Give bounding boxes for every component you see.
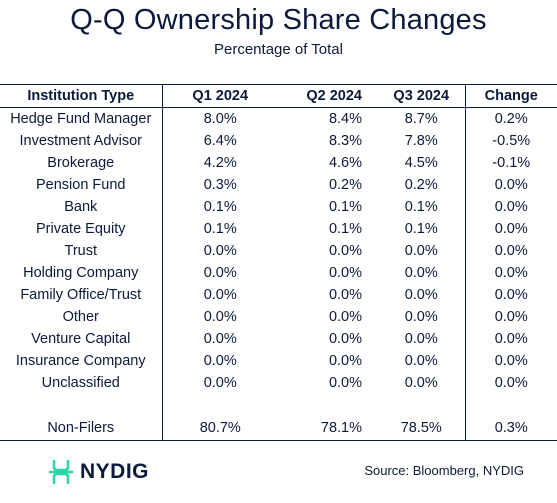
table-row: Family Office/Trust 0.0% 0.0% 0.0% 0.0%: [0, 284, 557, 306]
q1-2024-cell: 0.1%: [203, 221, 237, 237]
non-filers-q3-2024-cell: 78.5%: [378, 416, 466, 441]
table-row: Other 0.0% 0.0% 0.0% 0.0%: [0, 306, 557, 328]
table-row: Brokerage 4.2% 4.6% 4.5% -0.1%: [0, 152, 557, 174]
header-q2-2024: Q2 2024: [270, 84, 378, 108]
institution-type-cell: Unclassified: [0, 372, 163, 394]
q2-2024-cell: 0.0%: [328, 353, 362, 369]
institution-type-cell: Hedge Fund Manager: [0, 107, 163, 130]
non-filers-institution-type-cell: Non-Filers: [0, 416, 163, 441]
q2-2024-cell: 0.0%: [328, 309, 362, 325]
institution-type-cell: Brokerage: [0, 152, 163, 174]
header-q3-2024: Q3 2024: [378, 84, 466, 108]
q3-2024-cell: 0.0%: [378, 372, 466, 394]
institution-type-cell: Insurance Company: [0, 350, 163, 372]
change-cell: 0.0%: [494, 331, 528, 347]
change-cell: 0.0%: [494, 243, 528, 259]
q3-2024-cell: 4.5%: [378, 152, 466, 174]
table-row: Private Equity 0.1% 0.1% 0.1% 0.0%: [0, 218, 557, 240]
change-cell: 0.0%: [494, 221, 528, 237]
page-title: Q-Q Ownership Share Changes: [70, 4, 487, 36]
header-q1-2024: Q1 2024: [162, 84, 270, 108]
institution-type-cell: Pension Fund: [0, 174, 163, 196]
q3-2024-cell: 0.1%: [378, 218, 466, 240]
q2-2024-cell: 0.0%: [328, 287, 362, 303]
table-row: Pension Fund 0.3% 0.2% 0.2% 0.0%: [0, 174, 557, 196]
institution-type-cell: Bank: [0, 196, 163, 218]
brand-name: NYDIG: [80, 460, 150, 483]
nydig-logo-icon: [48, 459, 74, 485]
institution-type-cell: Trust: [0, 240, 163, 262]
table-header-row: Institution Type Q1 2024 Q2 2024 Q3 2024…: [0, 84, 557, 108]
change-cell: 0.2%: [494, 111, 528, 127]
non-filers-q1-2024-cell: 80.7%: [162, 416, 270, 441]
non-filers-row: Non-Filers 80.7% 78.1% 78.5% 0.3%: [0, 416, 557, 441]
q1-2024-cell: 0.0%: [203, 243, 237, 259]
q3-2024-cell: 0.0%: [378, 240, 466, 262]
ownership-table: Institution Type Q1 2024 Q2 2024 Q3 2024…: [0, 84, 557, 441]
q1-2024-cell: 0.3%: [203, 177, 237, 193]
institution-type-cell: Venture Capital: [0, 328, 163, 350]
institution-type-cell: Holding Company: [0, 262, 163, 284]
source-note: Source: Bloomberg, NYDIG: [364, 463, 524, 478]
q1-2024-cell: 0.1%: [203, 199, 237, 215]
change-cell: 0.0%: [494, 177, 528, 193]
q2-2024-cell: 8.4%: [328, 111, 362, 127]
q1-2024-cell: 0.0%: [203, 265, 237, 281]
q3-2024-cell: 0.2%: [378, 174, 466, 196]
q1-2024-cell: 0.0%: [203, 287, 237, 303]
q3-2024-cell: 8.7%: [378, 107, 466, 130]
q3-2024-cell: 0.0%: [378, 262, 466, 284]
q2-2024-cell: 0.0%: [328, 375, 362, 391]
q1-2024-cell: 8.0%: [203, 111, 237, 127]
institution-type-cell: Investment Advisor: [0, 130, 163, 152]
table-row: Insurance Company 0.0% 0.0% 0.0% 0.0%: [0, 350, 557, 372]
q1-2024-cell: 0.0%: [203, 375, 237, 391]
q2-2024-cell: 0.1%: [328, 221, 362, 237]
brand-logo: NYDIG: [48, 459, 149, 485]
q3-2024-cell: 0.0%: [378, 306, 466, 328]
q3-2024-cell: 0.0%: [378, 328, 466, 350]
change-cell: 0.0%: [494, 265, 528, 281]
page-subtitle: Percentage of Total: [214, 41, 343, 58]
table-row: Bank 0.1% 0.1% 0.1% 0.0%: [0, 196, 557, 218]
institution-type-cell: Private Equity: [0, 218, 163, 240]
table-row: Hedge Fund Manager 8.0% 8.4% 8.7% 0.2%: [0, 107, 557, 130]
table-row: Investment Advisor 6.4% 8.3% 7.8% -0.5%: [0, 130, 557, 152]
q2-2024-cell: 0.0%: [328, 331, 362, 347]
table-spacer-row: [0, 394, 557, 416]
non-filers-change-cell: 0.3%: [465, 416, 557, 441]
table-row: Venture Capital 0.0% 0.0% 0.0% 0.0%: [0, 328, 557, 350]
change-cell: 0.0%: [494, 287, 528, 303]
q2-2024-cell: 0.1%: [328, 199, 362, 215]
table-row: Trust 0.0% 0.0% 0.0% 0.0%: [0, 240, 557, 262]
q3-2024-cell: 0.0%: [378, 350, 466, 372]
header-institution-type: Institution Type: [0, 84, 163, 108]
change-cell: -0.1%: [492, 155, 531, 171]
q1-2024-cell: 4.2%: [203, 155, 237, 171]
q1-2024-cell: 0.0%: [203, 309, 237, 325]
change-cell: 0.0%: [494, 199, 528, 215]
header-change: Change: [465, 84, 557, 108]
table-row: Unclassified 0.0% 0.0% 0.0% 0.0%: [0, 372, 557, 394]
q3-2024-cell: 0.0%: [378, 284, 466, 306]
q2-2024-cell: 8.3%: [328, 133, 362, 149]
q3-2024-cell: 7.8%: [378, 130, 466, 152]
institution-type-cell: Family Office/Trust: [0, 284, 163, 306]
change-cell: 0.0%: [494, 375, 528, 391]
q3-2024-cell: 0.1%: [378, 196, 466, 218]
q2-2024-cell: 4.6%: [328, 155, 362, 171]
q2-2024-cell: 0.2%: [328, 177, 362, 193]
change-cell: 0.0%: [494, 353, 528, 369]
q2-2024-cell: 0.0%: [328, 265, 362, 281]
non-filers-q2-2024-cell: 78.1%: [270, 416, 378, 441]
q1-2024-cell: 0.0%: [203, 331, 237, 347]
q2-2024-cell: 0.0%: [328, 243, 362, 259]
institution-type-cell: Other: [0, 306, 163, 328]
q1-2024-cell: 0.0%: [203, 353, 237, 369]
change-cell: -0.5%: [492, 133, 531, 149]
q1-2024-cell: 6.4%: [203, 133, 237, 149]
change-cell: 0.0%: [494, 309, 528, 325]
table-row: Holding Company 0.0% 0.0% 0.0% 0.0%: [0, 262, 557, 284]
